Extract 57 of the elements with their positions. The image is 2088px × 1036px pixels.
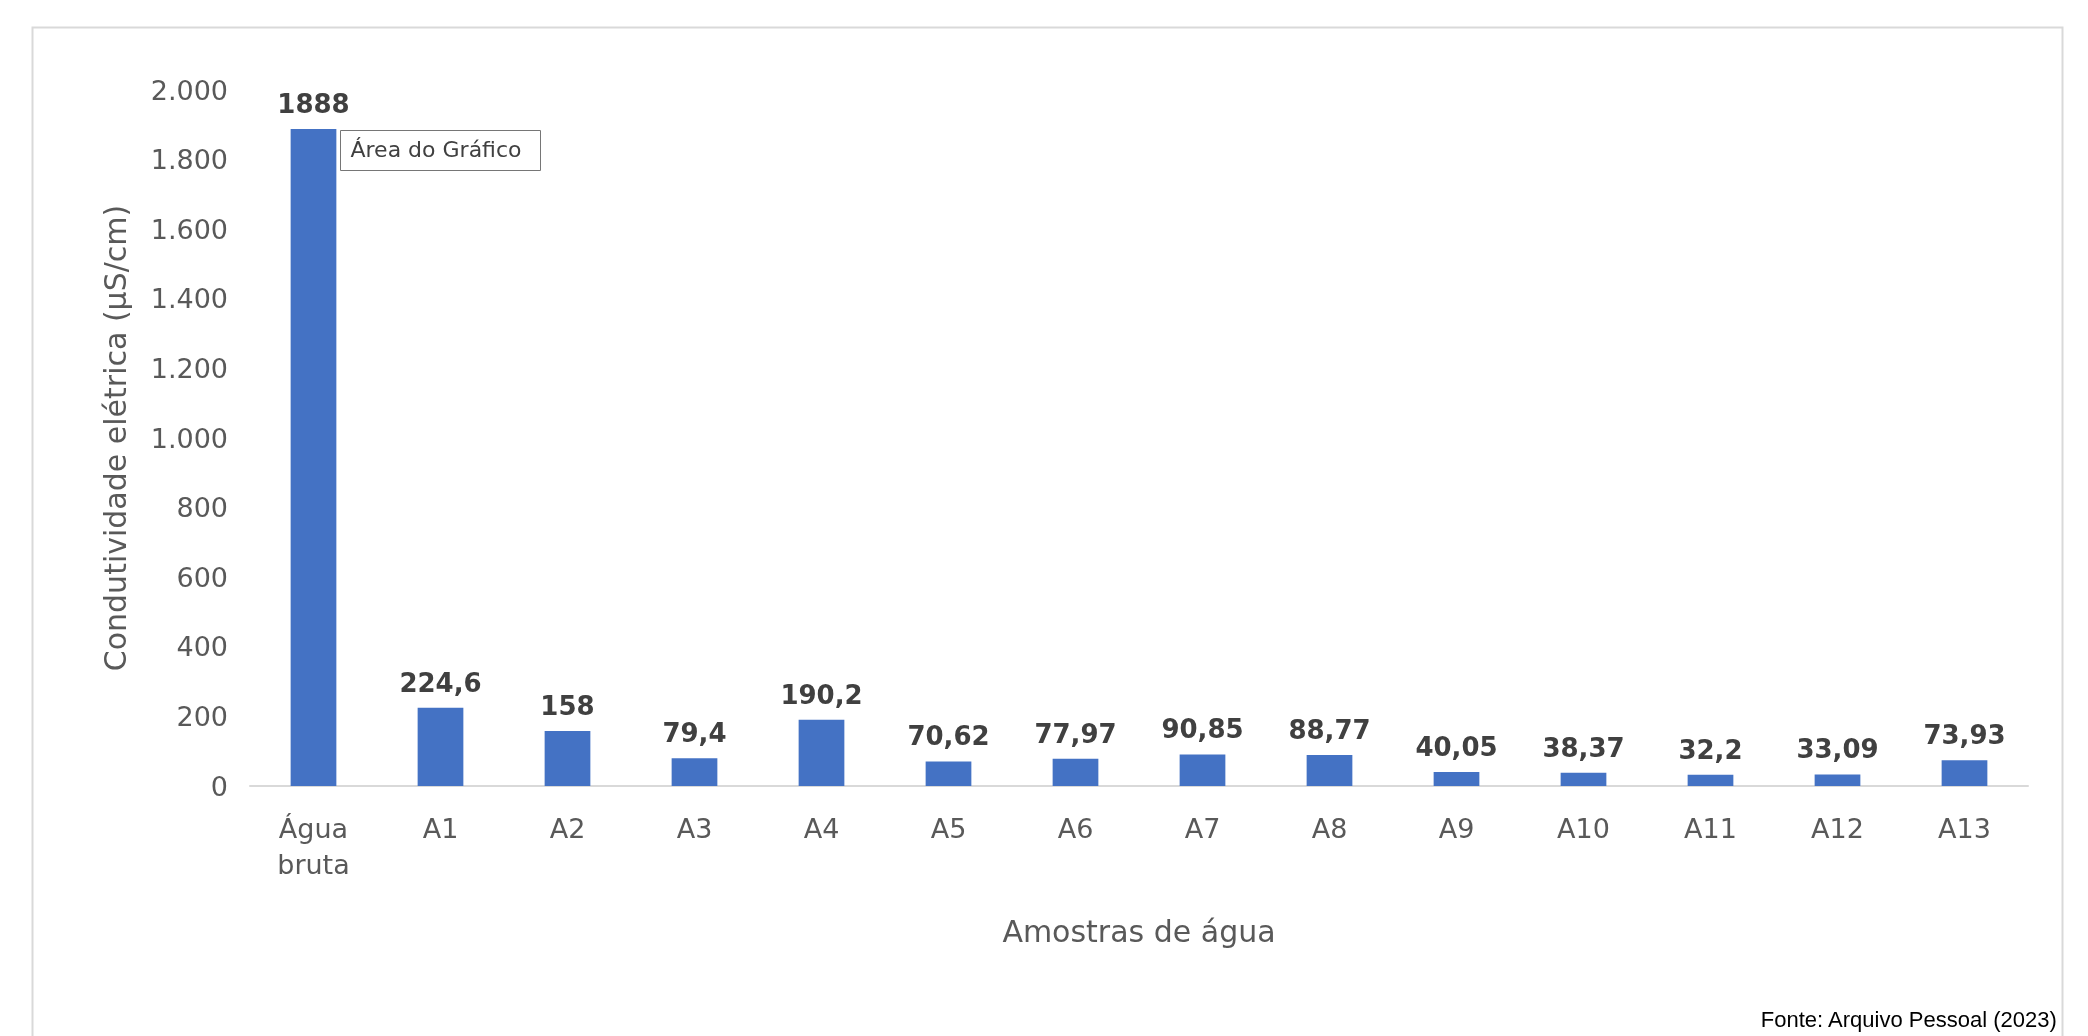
- y-tick-label: 1.600: [150, 213, 228, 245]
- bar: [544, 731, 591, 786]
- data-label: 90,85: [1161, 714, 1244, 745]
- bar: [798, 719, 845, 786]
- bar: [1941, 760, 1988, 786]
- bar: [925, 761, 972, 786]
- x-tick-label: A2: [549, 812, 586, 844]
- x-tick-label: A13: [1938, 812, 1991, 844]
- y-tick-label: 200: [176, 700, 228, 732]
- x-tick-label: A3: [676, 812, 713, 844]
- data-label: 79,4: [662, 718, 727, 749]
- data-label: 1888: [277, 88, 350, 119]
- data-label: 190,2: [780, 679, 863, 710]
- bar: [1179, 754, 1226, 786]
- data-label: 40,05: [1415, 732, 1498, 763]
- data-label: 158: [540, 691, 595, 722]
- bar: [290, 128, 337, 786]
- y-tick-label: 0: [210, 770, 228, 802]
- data-label: 224,6: [399, 667, 482, 698]
- y-axis-title: Condutividade elétrica (µS/cm): [97, 204, 133, 672]
- y-tick-label: 800: [176, 492, 228, 524]
- bar: [1433, 772, 1480, 786]
- data-label: 88,77: [1288, 715, 1371, 746]
- annotation: Área do Gráfico: [350, 137, 522, 162]
- x-axis-title: Amostras de água: [1002, 913, 1276, 949]
- bar: [671, 758, 718, 786]
- y-tick-label: 2.000: [150, 74, 228, 106]
- bar: [1687, 774, 1734, 786]
- data-label: 32,2: [1678, 734, 1743, 765]
- x-tick-label: A9: [1438, 812, 1475, 844]
- x-tick-label: A11: [1684, 812, 1737, 844]
- x-tick-label: A12: [1811, 812, 1864, 844]
- y-tick-label: 1.200: [150, 352, 228, 384]
- data-label: 38,37: [1542, 732, 1625, 763]
- y-tick-label: 1.800: [150, 144, 228, 176]
- source-note: Fonte: Arquivo Pessoal (2023): [1760, 1006, 2057, 1032]
- bar: [1052, 758, 1099, 786]
- x-tick-label: A7: [1184, 812, 1221, 844]
- y-tick-label: 400: [176, 631, 228, 663]
- x-tick-label: A10: [1557, 812, 1610, 844]
- bar: [1560, 772, 1607, 786]
- y-tick-label: 1.400: [150, 283, 228, 315]
- bar: [1814, 774, 1861, 786]
- y-tick-label: 1.000: [150, 422, 228, 454]
- x-tick-label: Água bruta: [277, 812, 350, 880]
- y-tick-label: 600: [176, 561, 228, 593]
- data-label: 77,97: [1034, 718, 1117, 749]
- x-tick-label: A8: [1311, 812, 1348, 844]
- data-label: 33,09: [1796, 734, 1879, 765]
- x-tick-label: A6: [1057, 812, 1094, 844]
- data-label: 73,93: [1923, 720, 2006, 751]
- bar: [1306, 755, 1353, 786]
- x-tick-label: A1: [422, 812, 459, 844]
- data-label: 70,62: [907, 721, 990, 752]
- x-tick-label: A4: [803, 812, 840, 844]
- bar: [417, 707, 464, 786]
- x-tick-label: A5: [930, 812, 967, 844]
